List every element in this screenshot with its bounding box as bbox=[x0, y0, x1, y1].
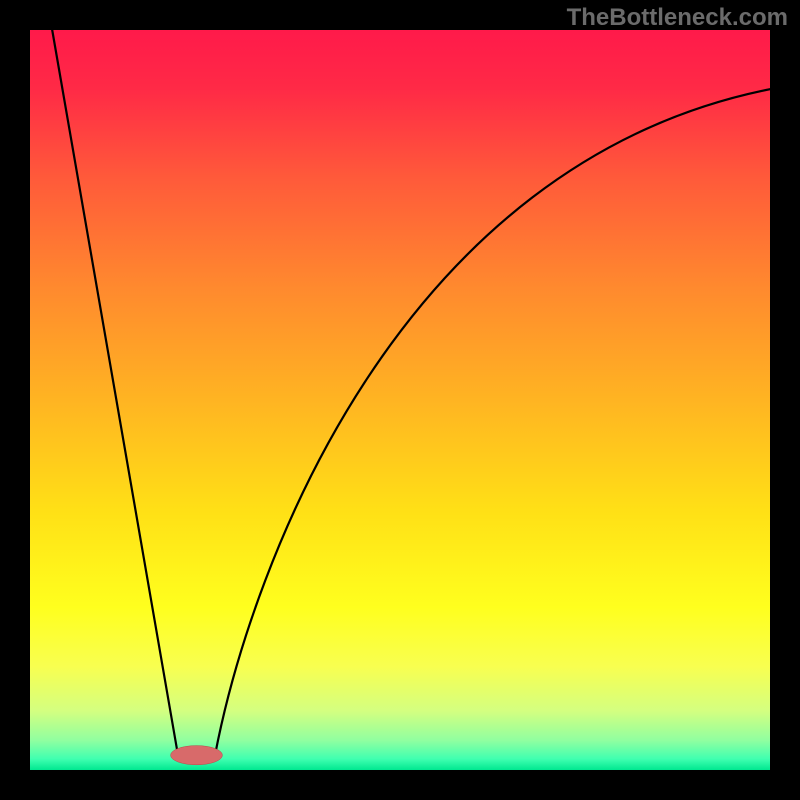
watermark-text: TheBottleneck.com bbox=[567, 4, 788, 32]
chart-svg bbox=[0, 0, 800, 800]
optimal-marker bbox=[171, 746, 223, 765]
chart-container: { "chart": { "type": "line", "canvas": {… bbox=[0, 0, 800, 800]
gradient-background bbox=[30, 30, 770, 770]
plot-area bbox=[30, 30, 770, 770]
